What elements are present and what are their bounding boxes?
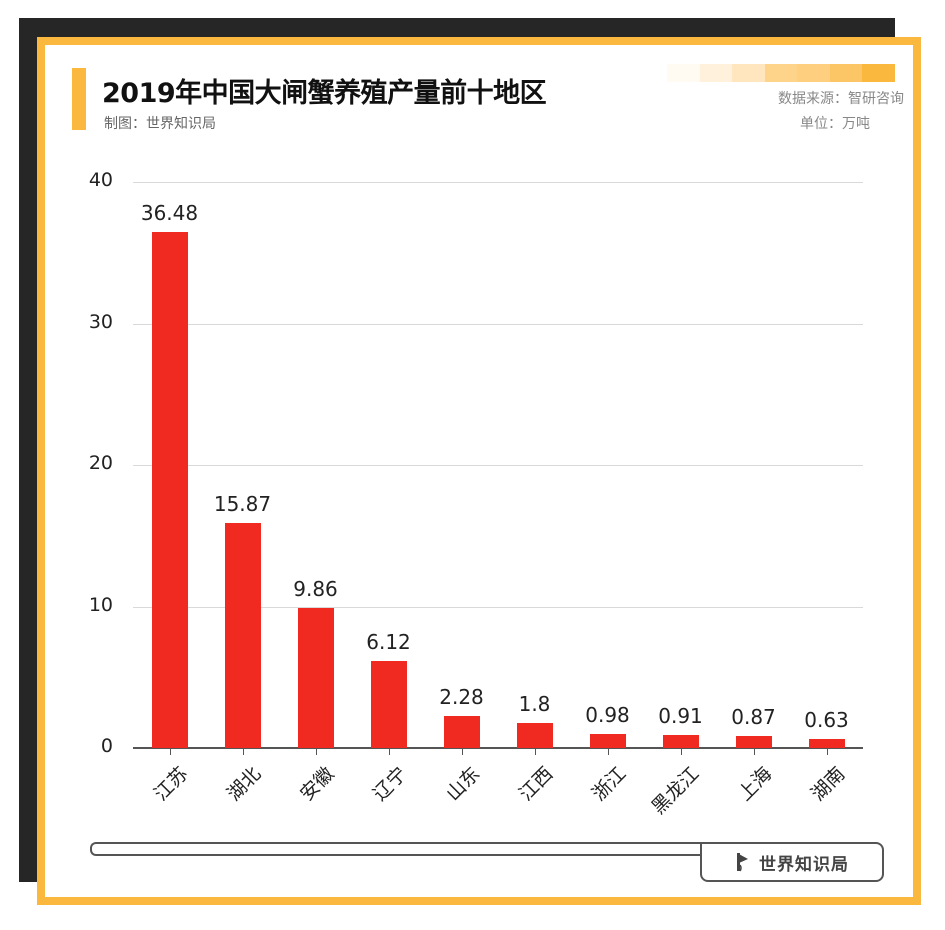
value-label: 6.12 — [366, 630, 411, 655]
strip-block — [699, 64, 733, 82]
bar — [516, 722, 553, 748]
gridline — [133, 465, 863, 466]
x-tick — [315, 749, 317, 755]
y-tick-label: 40 — [88, 169, 113, 191]
bar — [662, 735, 699, 748]
value-label: 9.86 — [293, 577, 338, 602]
x-tick-label: 江苏 — [149, 762, 192, 806]
x-tick-label: 浙江 — [587, 762, 630, 806]
title-accent-bar — [72, 68, 86, 130]
x-tick-label: 黑龙江 — [647, 762, 703, 819]
y-tick-label: 30 — [88, 310, 113, 333]
x-tick-label: 上海 — [733, 762, 776, 806]
bar-chart: 0 10 20 30 40 36.48 江苏 15.87 湖北 9.86 安徽 6.12 辽宁 2.28 山… — [45, 45, 913, 897]
chart-credit: 制图：世界知识局 — [104, 116, 216, 132]
x-tick-label: 辽宁 — [368, 762, 411, 806]
bar — [735, 735, 772, 748]
gridline — [133, 323, 863, 325]
x-axis — [133, 747, 863, 749]
value-label: 15.87 — [213, 492, 272, 517]
x-tick — [534, 749, 536, 755]
flag-icon — [737, 853, 748, 872]
y-tick-label: 20 — [88, 452, 113, 474]
gradient-strip — [667, 64, 896, 82]
strip-block — [797, 64, 830, 82]
bar — [443, 715, 480, 748]
strip-block — [862, 64, 896, 82]
strip-block — [732, 64, 765, 82]
value-label: 0.91 — [658, 704, 703, 729]
value-label: 1.8 — [518, 691, 551, 716]
x-tick — [461, 749, 463, 755]
chart-card: 2019年中国大闸蟹养殖产量前十地区 制图：世界知识局 数据来源：智研咨询 单位… — [37, 37, 921, 905]
value-label: 0.63 — [804, 708, 849, 733]
strip-block — [829, 64, 863, 82]
y-tick-label: 10 — [88, 593, 113, 616]
value-label: 36.48 — [140, 200, 199, 225]
bar — [151, 231, 188, 748]
bar — [589, 734, 626, 748]
x-tick-label: 江西 — [514, 762, 557, 806]
data-source: 数据来源：智研咨询 — [778, 91, 904, 107]
x-tick-label: 山东 — [441, 762, 484, 806]
footer-brand-badge: 世界知识局 — [700, 842, 884, 882]
gridline — [133, 606, 863, 608]
gridline — [133, 182, 863, 183]
value-label: 2.28 — [439, 684, 484, 709]
value-label: 0.87 — [731, 704, 776, 729]
unit-label: 单位：万吨 — [800, 116, 870, 132]
chart-title: 2019年中国大闸蟹养殖产量前十地区 — [102, 78, 547, 109]
x-tick — [826, 749, 828, 755]
x-tick-label: 湖北 — [222, 762, 265, 806]
x-tick — [169, 749, 171, 755]
strip-block — [667, 64, 700, 82]
x-tick-label: 湖南 — [806, 762, 849, 806]
footer-brand-label: 世界知识局 — [759, 854, 849, 875]
x-tick — [753, 749, 755, 755]
x-tick — [680, 749, 682, 755]
x-tick — [242, 749, 244, 755]
bar — [297, 608, 334, 748]
strip-block — [764, 64, 798, 82]
x-tick — [388, 749, 390, 755]
value-label: 0.98 — [585, 703, 630, 728]
bar — [808, 739, 845, 748]
bar — [224, 523, 261, 748]
footer-line — [90, 842, 707, 856]
bar — [370, 661, 407, 748]
y-tick-label: 0 — [100, 735, 113, 757]
x-tick — [607, 749, 609, 755]
x-tick-label: 安徽 — [295, 762, 338, 806]
